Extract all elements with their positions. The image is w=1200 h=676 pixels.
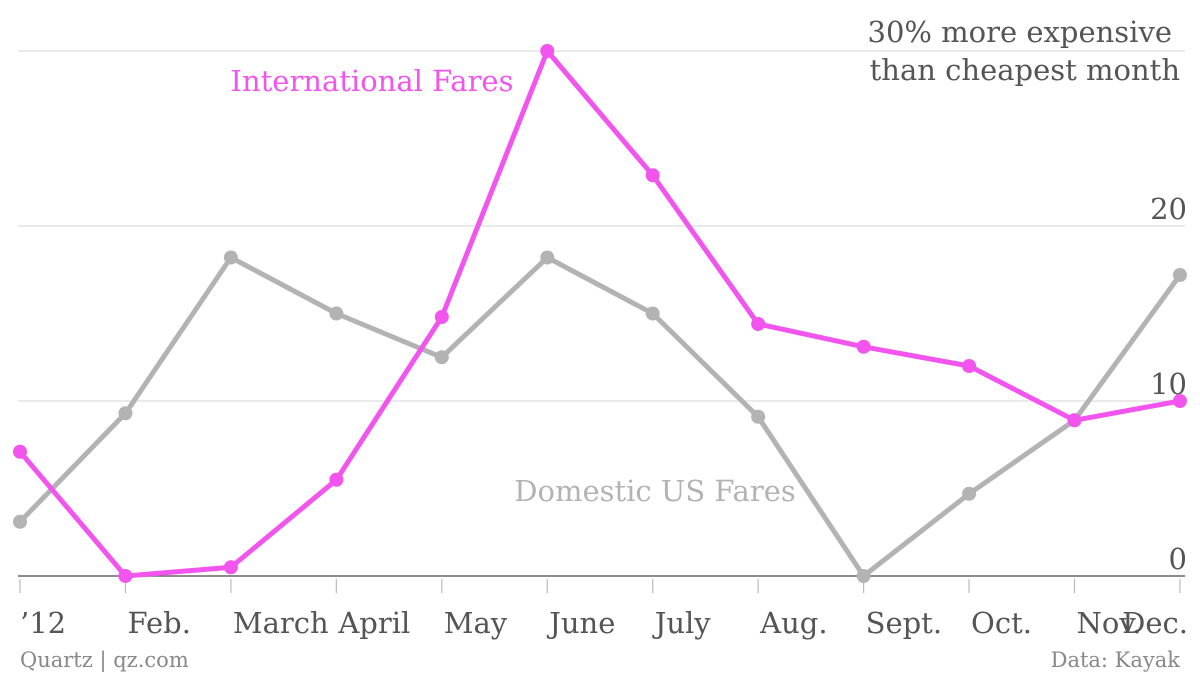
data-point-domestic [434, 350, 449, 365]
data-point-domestic [223, 250, 238, 265]
x-axis-ticks [19, 579, 1181, 593]
data-point-domestic [13, 514, 27, 529]
series-international [13, 44, 1187, 583]
data-point-international [856, 339, 871, 354]
data-point-international [645, 168, 660, 183]
x-tick-label: May [444, 606, 508, 640]
data-point-international [118, 569, 133, 583]
series-lines [13, 44, 1187, 583]
x-tick-label: June [546, 606, 615, 640]
data-point-international [434, 310, 449, 324]
series-label-domestic: Domestic US Fares [514, 474, 796, 508]
data-point-international [751, 317, 766, 331]
data-source: Data: Kayak [1051, 648, 1181, 672]
data-point-domestic [962, 486, 977, 501]
gridlines [18, 50, 1185, 577]
source-credit: Quartz | qz.com [20, 648, 189, 673]
x-tick-label: July [652, 606, 712, 640]
x-tick-label: Oct. [971, 606, 1032, 640]
y-axis-title-line-1: 30% more expensive [868, 15, 1173, 49]
data-point-domestic [751, 409, 766, 424]
data-point-domestic [540, 250, 555, 265]
y-axis-title-line-2: than cheapest month [870, 53, 1180, 87]
data-point-international [329, 472, 344, 487]
data-point-international [962, 359, 977, 373]
data-point-international [1172, 394, 1187, 408]
data-point-international [540, 44, 555, 58]
x-tick-label: Aug. [759, 606, 827, 640]
data-point-international [223, 560, 238, 575]
x-tick-label: Sept. [866, 606, 942, 640]
x-axis-tick-labels: ’12 Feb. March April May June July Aug. Sept. Oct… [20, 606, 1188, 640]
x-tick-label: Dec. [1122, 606, 1188, 640]
series-line-international [17, 48, 1183, 579]
data-point-domestic [856, 569, 871, 583]
data-point-domestic [329, 306, 344, 321]
y-tick-label: 20 [1150, 192, 1187, 226]
x-tick-label: Feb. [127, 606, 190, 640]
x-tick-label: ’12 [20, 606, 66, 640]
data-point-domestic [645, 306, 660, 321]
data-point-international [1067, 413, 1082, 428]
series-label-international: International Fares [231, 64, 514, 98]
data-point-domestic [118, 406, 133, 421]
data-point-domestic [1172, 268, 1187, 282]
data-point-international [13, 444, 27, 459]
x-tick-label: Nov. [1077, 606, 1142, 640]
y-tick-label: 0 [1169, 542, 1187, 576]
x-tick-label: April [337, 606, 410, 640]
series-domestic [13, 250, 1187, 583]
series-line-domestic [17, 255, 1183, 579]
x-tick-label: March [233, 606, 329, 640]
